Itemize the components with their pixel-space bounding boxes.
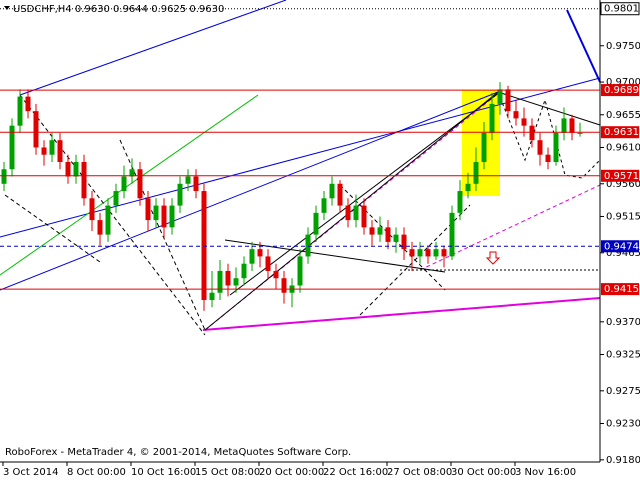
x-tick-label: 27 Oct 08:00 bbox=[387, 467, 452, 478]
y-tick-label: 0.9700 bbox=[606, 77, 640, 88]
x-tick-label: 15 Oct 08:00 bbox=[195, 467, 260, 478]
trend-line bbox=[204, 91, 499, 331]
level-label: 0.9801 bbox=[604, 4, 639, 15]
trend-line bbox=[0, 94, 259, 276]
channel-line bbox=[419, 184, 601, 271]
footer: RoboForex - MetaTrader 4, © 2001-2014, M… bbox=[5, 447, 351, 458]
wave-line bbox=[339, 184, 446, 291]
level-label: 0.9689 bbox=[604, 85, 639, 96]
x-tick-label: 8 Oct 00:00 bbox=[67, 467, 126, 478]
level-tag bbox=[601, 84, 639, 97]
y-tick-label: 0.9610 bbox=[606, 142, 640, 153]
level-label: 0.9415 bbox=[604, 284, 639, 295]
level-tag bbox=[601, 169, 639, 182]
trend-line bbox=[19, 0, 287, 96]
level-label: 0.9631 bbox=[604, 127, 639, 138]
trend-line bbox=[224, 239, 446, 273]
level-tag bbox=[601, 283, 639, 296]
y-tick-label: 0.9465 bbox=[606, 248, 640, 259]
y-tick-label: 0.9560 bbox=[606, 179, 640, 190]
forecast-arrow bbox=[566, 9, 601, 83]
trend-line bbox=[229, 91, 501, 296]
level-tag bbox=[601, 240, 639, 253]
y-tick-label: 0.9655 bbox=[606, 110, 640, 121]
x-tick-label: 22 Oct 16:00 bbox=[323, 467, 388, 478]
wave-line bbox=[4, 194, 101, 263]
y-tick-label: 0.9370 bbox=[606, 317, 640, 328]
wave-line bbox=[19, 94, 206, 336]
x-tick-label: 20 Oct 00:00 bbox=[259, 467, 324, 478]
x-tick-label: 3 Oct 2014 bbox=[3, 467, 58, 478]
down-arrow bbox=[485, 251, 501, 265]
level-label: 0.9474 bbox=[604, 241, 639, 252]
chart-title: USDCHF,H4 0.9630 0.9644 0.9625 0.9630 bbox=[13, 4, 224, 15]
trend-line bbox=[0, 91, 499, 291]
y-tick-label: 0.9325 bbox=[606, 349, 640, 360]
level-tag bbox=[601, 126, 639, 139]
y-tick-label: 0.9750 bbox=[606, 41, 640, 52]
level-label: 0.9571 bbox=[604, 171, 639, 182]
y-tick-label: 0.9515 bbox=[606, 211, 640, 222]
y-tick-label: 0.9275 bbox=[606, 386, 640, 397]
level-tag bbox=[600, 2, 640, 16]
trend-line bbox=[497, 91, 601, 126]
x-tick-label: 30 Oct 00:00 bbox=[451, 467, 516, 478]
support-line bbox=[202, 297, 601, 331]
y-tick-label: 0.9180 bbox=[606, 455, 640, 466]
x-tick-label: 10 Oct 16:00 bbox=[131, 467, 196, 478]
y-tick-label: 0.9230 bbox=[606, 419, 640, 430]
symbol-menu[interactable] bbox=[4, 6, 10, 10]
x-tick-label: 3 Nov 16:00 bbox=[515, 467, 576, 478]
